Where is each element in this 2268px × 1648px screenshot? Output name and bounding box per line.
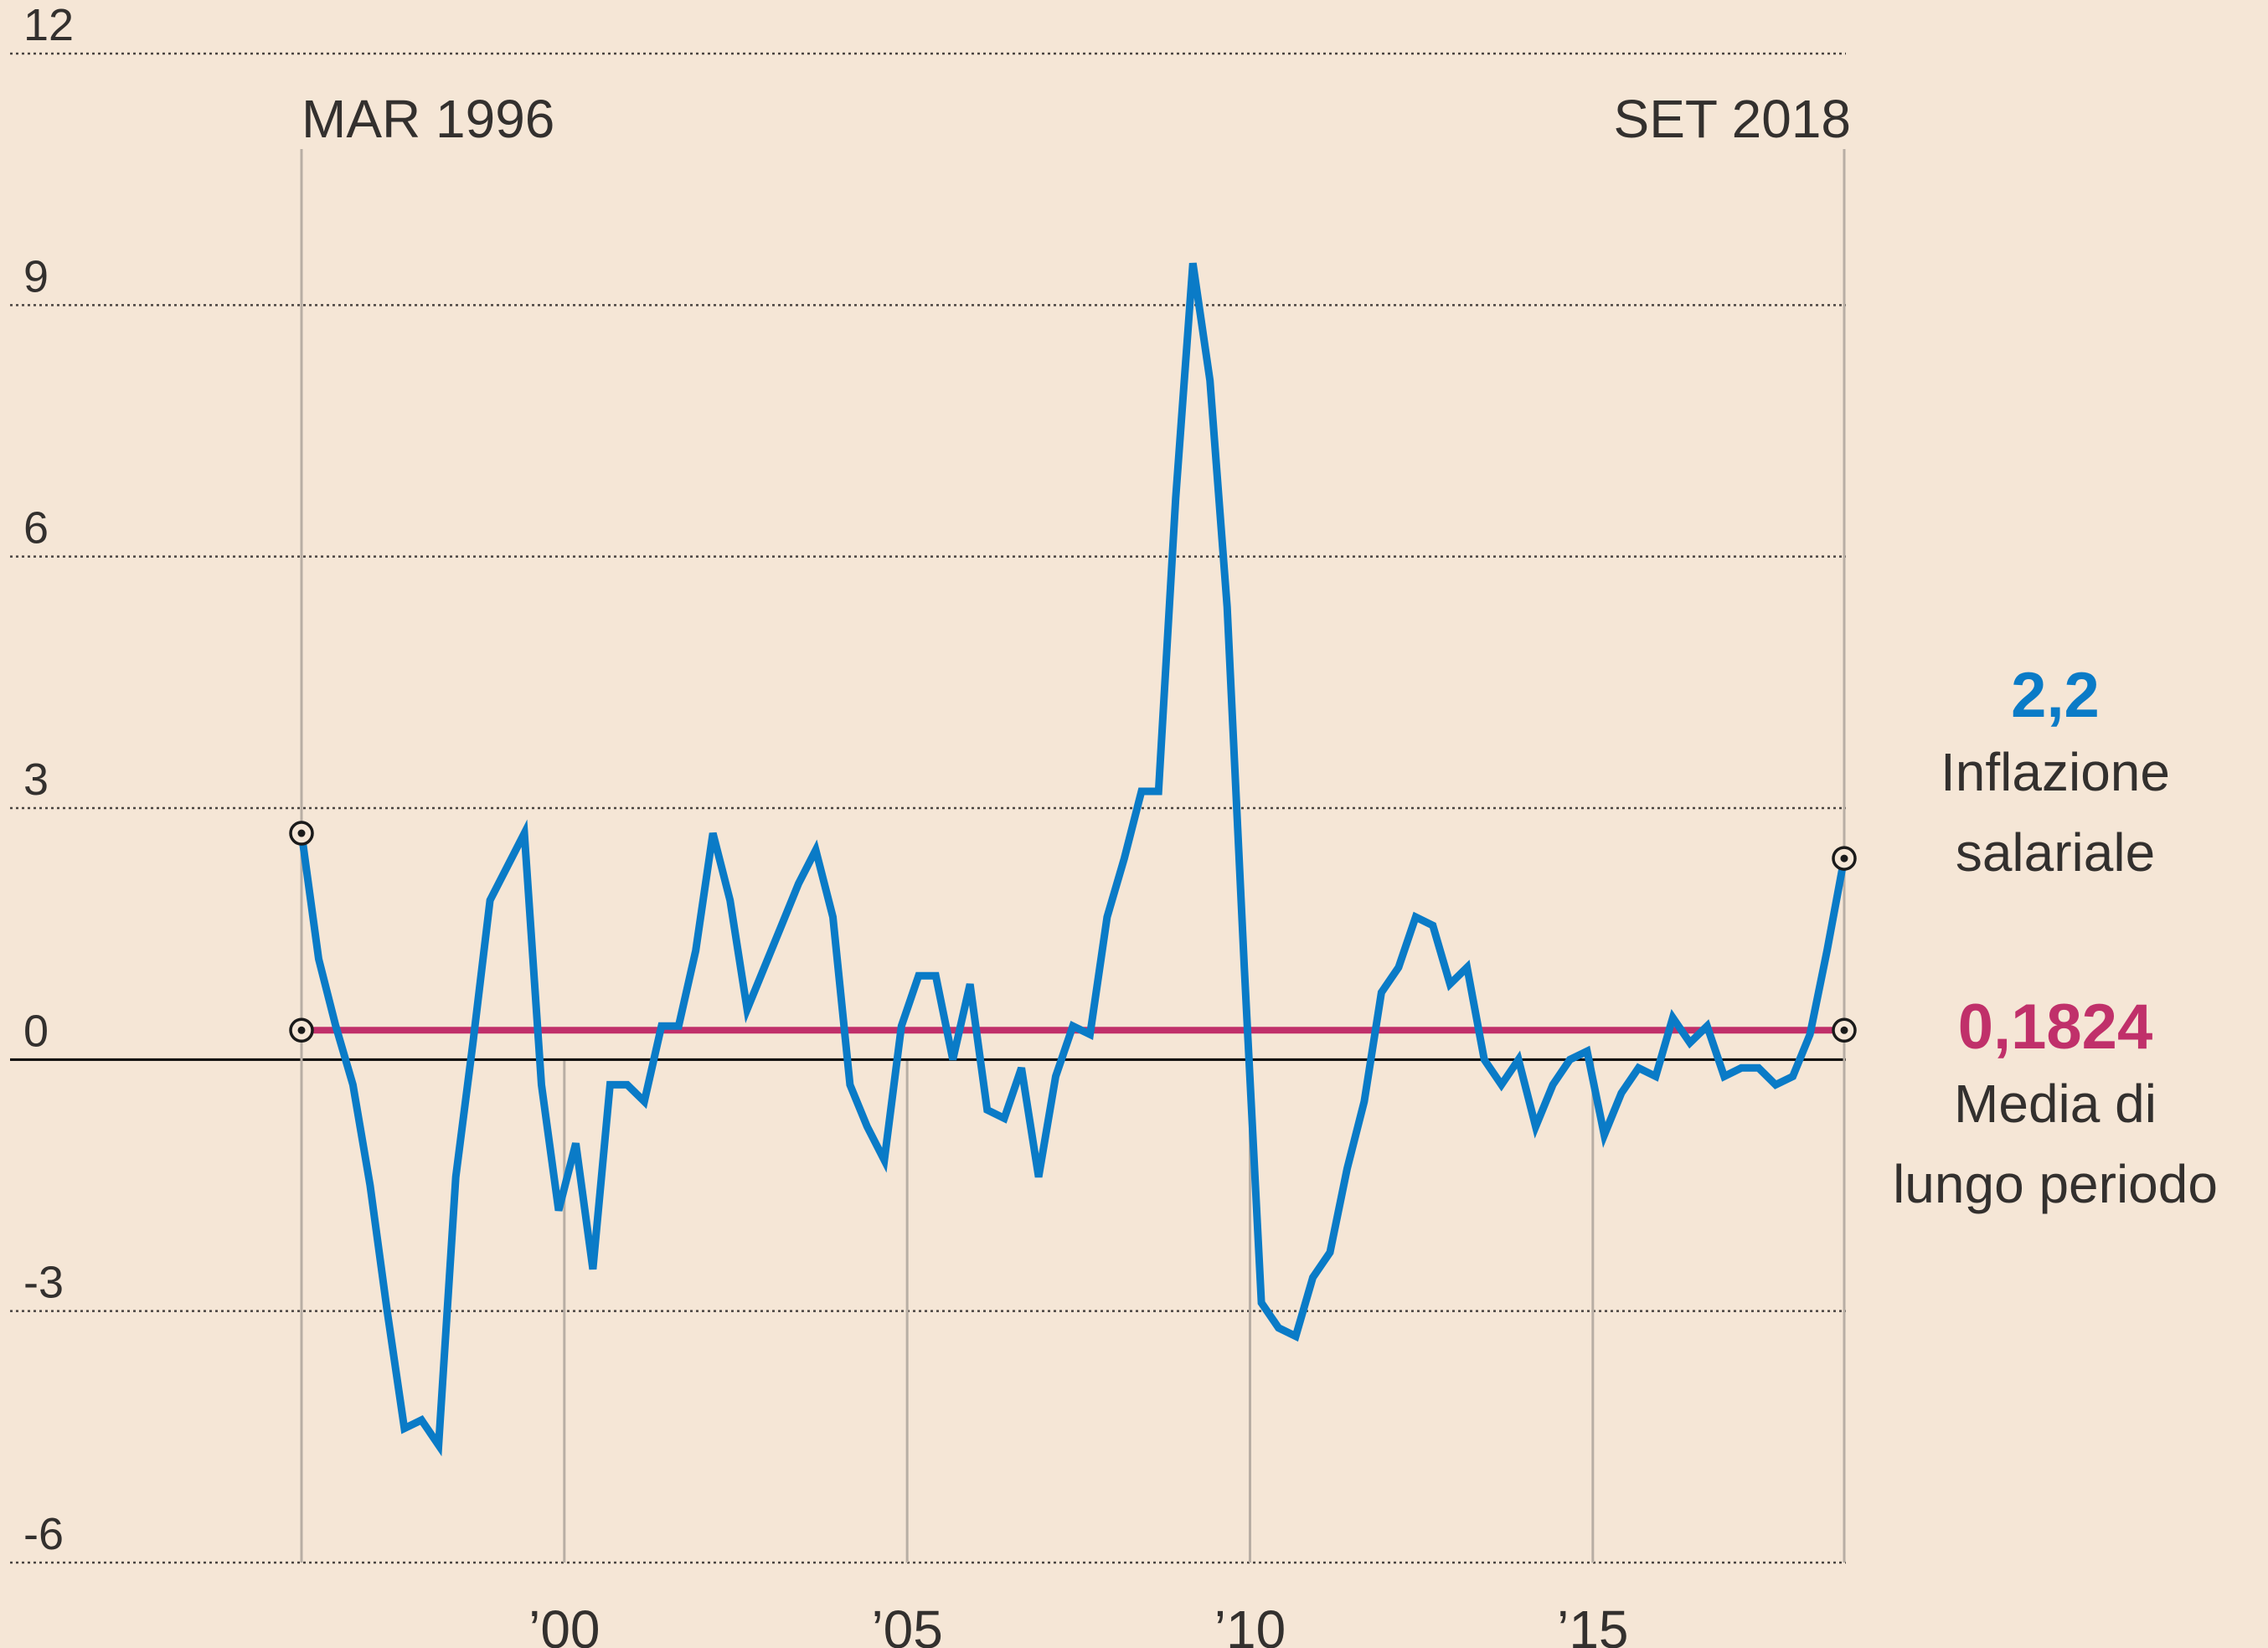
y-gridlines xyxy=(10,52,1846,1564)
y-tick-label: 9 xyxy=(23,251,49,301)
wage-inflation-label-line-1: Inflazione xyxy=(1941,742,2170,802)
x-tick-label: ’05 xyxy=(871,1599,942,1648)
y-tick-label: 12 xyxy=(23,0,74,50)
average-start-point xyxy=(289,1017,314,1043)
long-term-average-label-line-2: lungo periodo xyxy=(1893,1154,2218,1214)
long-term-average-label-line-1: Media di xyxy=(1954,1074,2157,1134)
wage-inflation-value: 2,2 xyxy=(2011,660,2100,731)
y-tick-label: -3 xyxy=(23,1258,64,1308)
series-layer xyxy=(297,262,1848,1457)
wage-inflation-line xyxy=(297,262,1848,1457)
y-tick-label: 3 xyxy=(23,754,49,805)
wage-end-point xyxy=(1832,846,1857,871)
y-tick-label: 0 xyxy=(23,1006,49,1056)
wage-inflation-label-line-2: salariale xyxy=(1956,822,2155,883)
y-tick-label: 6 xyxy=(23,503,49,554)
y-tick-labels: 12 9 6 3 0 -3 -6 xyxy=(23,0,74,1559)
end-date-label: SET 2018 xyxy=(1614,89,1851,149)
y-tick-label: -6 xyxy=(23,1509,64,1559)
x-tick-label: ’15 xyxy=(1557,1599,1628,1648)
x-tick-labels: ’00 ’05 ’10 ’15 xyxy=(528,1599,1628,1648)
endpoint-markers xyxy=(289,821,1857,1043)
long-term-average-value: 0,1824 xyxy=(1958,991,2152,1063)
wage-start-point xyxy=(289,821,314,846)
x-tick-label: ’00 xyxy=(528,1599,600,1648)
average-end-point xyxy=(1832,1017,1857,1043)
start-date-label: MAR 1996 xyxy=(302,89,554,149)
x-tick-label: ’10 xyxy=(1214,1599,1286,1648)
